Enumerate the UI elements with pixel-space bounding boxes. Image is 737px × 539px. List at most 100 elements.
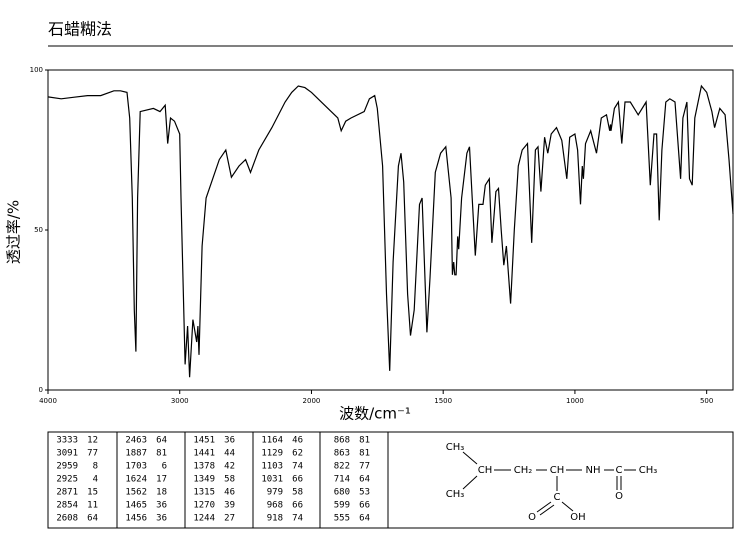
peak-wavenumber: 918: [267, 514, 283, 524]
peak-transmittance: 64: [359, 514, 370, 524]
peak-transmittance: 53: [359, 488, 370, 498]
peak-transmittance: 66: [359, 501, 370, 511]
x-axis-label: 波数/cm⁻¹: [339, 405, 411, 423]
peak-wavenumber: 1624: [125, 475, 147, 485]
table-frame: [47, 431, 734, 529]
structure-label: CH: [478, 465, 493, 476]
peak-wavenumber: 822: [334, 462, 350, 472]
structure-label: C: [554, 492, 561, 503]
peak-transmittance: 18: [156, 488, 167, 498]
x-tick-label: 3000: [171, 397, 189, 405]
structure-label: CH₃: [446, 442, 465, 453]
peak-wavenumber: 2463: [125, 436, 147, 446]
peak-transmittance: 64: [87, 514, 98, 524]
peak-transmittance: 6: [162, 462, 167, 472]
peak-transmittance: 62: [292, 449, 303, 459]
peak-wavenumber: 1270: [193, 501, 215, 511]
y-tick-label: 100: [30, 66, 43, 74]
peak-wavenumber: 1562: [125, 488, 147, 498]
peak-transmittance: 42: [224, 462, 235, 472]
peak-transmittance: 77: [359, 462, 370, 472]
peak-wavenumber: 2608: [56, 514, 78, 524]
x-tick-label: 500: [700, 397, 713, 405]
peak-wavenumber: 1349: [193, 475, 215, 485]
peak-wavenumber: 1451: [193, 436, 215, 446]
peak-transmittance: 74: [292, 462, 303, 472]
peak-transmittance: 27: [224, 514, 235, 524]
structure-label: C: [616, 465, 623, 476]
peak-transmittance: 58: [224, 475, 235, 485]
peak-transmittance: 58: [292, 488, 303, 498]
peak-wavenumber: 2871: [56, 488, 78, 498]
x-tick-label: 2000: [303, 397, 321, 405]
structure-label: O: [615, 491, 623, 502]
peak-wavenumber: 1378: [193, 462, 215, 472]
peak-wavenumber: 1465: [125, 501, 147, 511]
structure-label: OH: [570, 512, 585, 523]
structure-label: NH: [586, 465, 601, 476]
bond: [462, 475, 478, 490]
peak-transmittance: 11: [87, 501, 98, 511]
peak-transmittance: 8: [93, 462, 98, 472]
peak-wavenumber: 714: [334, 475, 350, 485]
peak-transmittance: 36: [156, 501, 167, 511]
peak-transmittance: 74: [292, 514, 303, 524]
structure-label: CH₂: [514, 465, 533, 476]
peak-wavenumber: 1103: [261, 462, 283, 472]
peak-wavenumber: 1164: [261, 436, 283, 446]
peak-transmittance: 81: [359, 436, 370, 446]
peak-wavenumber: 2854: [56, 501, 78, 511]
bond: [462, 451, 478, 465]
peak-transmittance: 66: [292, 501, 303, 511]
peak-wavenumber: 1456: [125, 514, 147, 524]
y-tick-label: 50: [34, 226, 43, 234]
peak-wavenumber: 2959: [56, 462, 78, 472]
peak-transmittance: 46: [292, 436, 303, 446]
peak-transmittance: 77: [87, 449, 98, 459]
bond: [561, 501, 574, 512]
peak-wavenumber: 555: [334, 514, 350, 524]
peak-wavenumber: 1031: [261, 475, 283, 485]
page-title: 石蜡糊法: [48, 20, 112, 39]
peak-transmittance: 64: [359, 475, 370, 485]
x-tick-label: 1000: [566, 397, 584, 405]
peak-wavenumber: 1703: [125, 462, 147, 472]
y-tick-label: 0: [39, 386, 43, 394]
structure-label: CH₃: [446, 489, 465, 500]
peak-wavenumber: 868: [334, 436, 350, 446]
peak-wavenumber: 1244: [193, 514, 215, 524]
peak-wavenumber: 968: [267, 501, 283, 511]
peak-wavenumber: 2925: [56, 475, 78, 485]
peak-transmittance: 46: [224, 488, 235, 498]
peak-transmittance: 17: [156, 475, 167, 485]
peak-transmittance: 81: [359, 449, 370, 459]
peak-transmittance: 64: [156, 436, 167, 446]
bond: [539, 504, 555, 516]
peak-wavenumber: 599: [334, 501, 350, 511]
peak-wavenumber: 1441: [193, 449, 215, 459]
x-tick-label: 4000: [39, 397, 57, 405]
peak-transmittance: 81: [156, 449, 167, 459]
structure-label: CH₃: [639, 465, 658, 476]
peak-transmittance: 15: [87, 488, 98, 498]
structure-label: O: [528, 512, 536, 523]
structure-label: CH: [550, 465, 565, 476]
bond: [536, 501, 552, 513]
peak-transmittance: 39: [224, 501, 235, 511]
peak-transmittance: 36: [156, 514, 167, 524]
x-tick-label: 1500: [434, 397, 452, 405]
peak-wavenumber: 3333: [56, 436, 78, 446]
peak-transmittance: 36: [224, 436, 235, 446]
peak-wavenumber: 1315: [193, 488, 215, 498]
spectrum-line: [47, 84, 734, 378]
peak-wavenumber: 680: [334, 488, 350, 498]
peak-transmittance: 12: [87, 436, 98, 446]
y-axis-label: 透过率/%: [5, 200, 23, 264]
peak-wavenumber: 1887: [125, 449, 147, 459]
peak-transmittance: 4: [93, 475, 98, 485]
peak-wavenumber: 3091: [56, 449, 78, 459]
peak-wavenumber: 1129: [261, 449, 283, 459]
peak-transmittance: 44: [224, 449, 235, 459]
